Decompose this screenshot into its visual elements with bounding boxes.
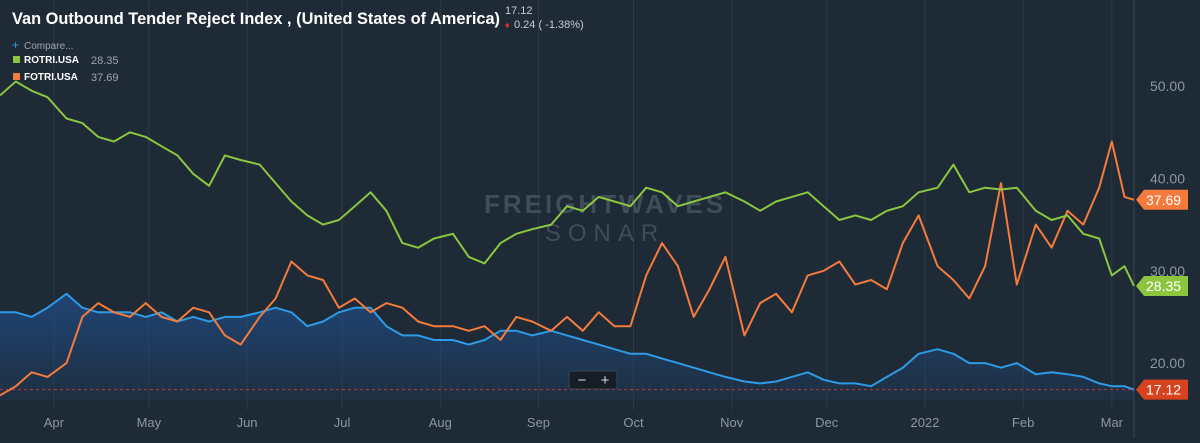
watermark-line1: FREIGHTWAVES	[484, 189, 726, 219]
compare-button[interactable]: Compare...	[24, 41, 73, 52]
series-line-rotri	[0, 80, 1135, 287]
legend-value-fotri: 37.69	[91, 72, 119, 84]
zoom-in-button[interactable]: +	[601, 372, 610, 389]
x-tick-feb: Feb	[1012, 415, 1034, 430]
y-tick-20-00: 20.00	[1150, 355, 1185, 371]
legend-swatch-rotri	[13, 56, 20, 63]
y-tick-30-00: 30.00	[1150, 263, 1185, 279]
y-axis: 20.00 30.00 40.00 50.00	[1150, 78, 1185, 371]
x-tick-apr: Apr	[44, 415, 65, 430]
x-tick-oct: Oct	[623, 415, 644, 430]
x-tick-may: May	[137, 415, 162, 430]
price-tag-votri: 17.12	[1136, 379, 1188, 400]
page-title: Van Outbound Tender Reject Index , (Unit…	[12, 9, 500, 28]
legend-symbol-rotri[interactable]: ROTRI.USA	[24, 55, 79, 66]
watermark-line2: SONAR	[545, 220, 665, 247]
last-value: 17.12	[505, 5, 533, 17]
legend-value-rotri: 28.35	[91, 55, 119, 67]
x-axis: Apr May Jun Jul Aug Sep Oct Nov Dec 2022 Feb Mar	[44, 415, 1124, 430]
price-tag-bg-rotri	[1136, 276, 1188, 296]
price-tag-text-fotri: 37.69	[1146, 192, 1181, 208]
chart-header: Van Outbound Tender Reject Index , (Unit…	[12, 5, 584, 84]
price-tag-bg-votri	[1136, 379, 1188, 400]
price-tag-text-votri: 17.12	[1146, 382, 1181, 398]
legend-swatch-fotri	[13, 73, 20, 80]
series-line-fotri	[0, 140, 1135, 397]
x-tick-jun: Jun	[237, 415, 258, 430]
x-tick-aug: Aug	[429, 415, 452, 430]
zoom-controls: − +	[568, 370, 618, 390]
x-tick-2022: 2022	[910, 415, 939, 430]
x-tick-dec: Dec	[815, 415, 839, 430]
x-tick-jul: Jul	[334, 415, 351, 430]
x-tick-sep: Sep	[527, 415, 550, 430]
series-line-votri	[0, 292, 1135, 391]
price-tag-rotri: 28.35	[1136, 276, 1188, 296]
price-tag-text-rotri: 28.35	[1146, 278, 1181, 294]
price-tag-bg-fotri	[1136, 189, 1188, 210]
change-value: 0.24 ( -1.38%)	[514, 19, 584, 31]
series-area-votri	[0, 293, 1134, 400]
x-tick-mar: Mar	[1101, 415, 1124, 430]
price-labels: 37.69 28.35 17.12	[1136, 189, 1188, 400]
legend-symbol-fotri[interactable]: FOTRI.USA	[24, 72, 78, 83]
y-tick-50-00: 50.00	[1150, 78, 1185, 94]
series-layer	[0, 80, 1135, 400]
x-tick-nov: Nov	[720, 415, 744, 430]
price-tag-fotri: 37.69	[1136, 189, 1188, 210]
plus-icon[interactable]: +	[12, 38, 19, 52]
zoom-out-button[interactable]: −	[578, 372, 587, 389]
grid	[53, 0, 1135, 438]
y-tick-40-00: 40.00	[1150, 170, 1185, 186]
down-arrow-icon: ♦	[505, 20, 510, 30]
